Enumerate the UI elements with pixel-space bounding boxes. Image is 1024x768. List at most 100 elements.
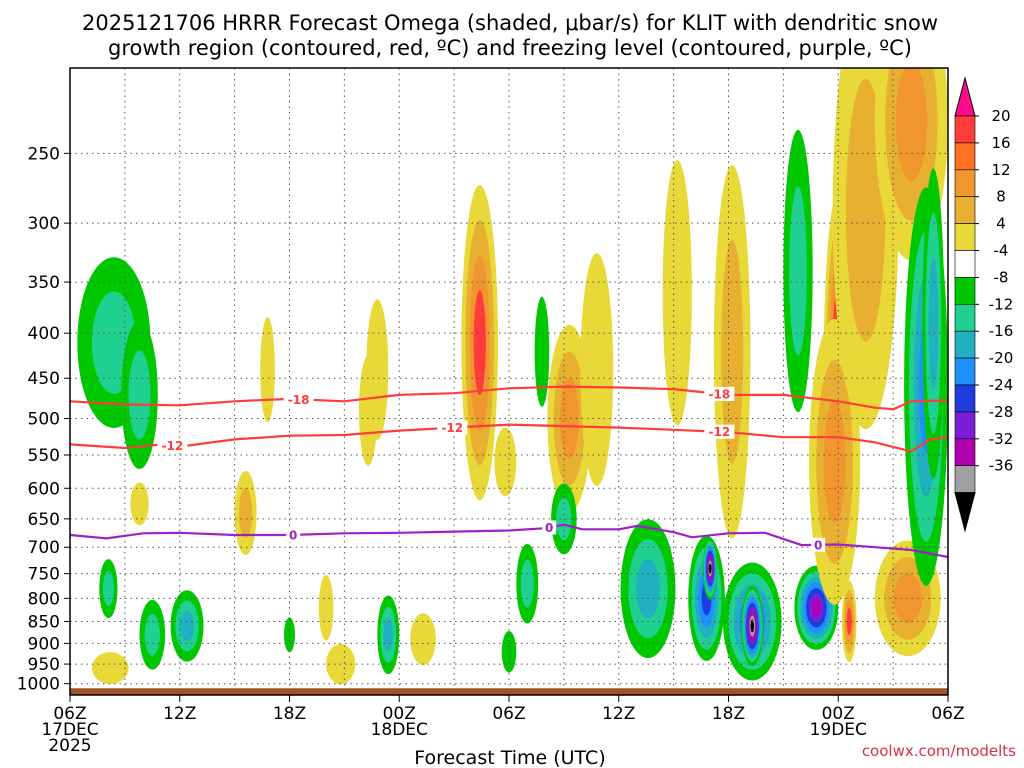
omega-feature bbox=[841, 580, 857, 663]
y-tick-label: 550 bbox=[28, 446, 60, 466]
x-tick-label: 06Z bbox=[53, 704, 86, 724]
colorbar-cell bbox=[954, 223, 976, 251]
y-tick-label: 250 bbox=[28, 144, 60, 164]
omega-band bbox=[128, 350, 151, 440]
omega-band bbox=[580, 253, 614, 487]
contour-label-bg bbox=[437, 420, 468, 435]
colorbar-tip-bottom bbox=[954, 492, 976, 533]
y-tick-label: 400 bbox=[28, 324, 60, 344]
omega-feature bbox=[377, 595, 400, 675]
colorbar-cell bbox=[954, 250, 976, 278]
omega-feature bbox=[794, 565, 839, 650]
x-tick-label: 12Z bbox=[163, 704, 196, 724]
contour-label-bg bbox=[157, 438, 188, 453]
omega-band bbox=[260, 317, 275, 423]
colorbar-label: 8 bbox=[996, 188, 1006, 206]
x-axis-label: Forecast Time (UTC) bbox=[414, 747, 605, 768]
omega-feature bbox=[139, 599, 166, 670]
omega-band bbox=[893, 573, 922, 624]
omega-band bbox=[846, 607, 852, 636]
contour-label-bg bbox=[704, 424, 735, 439]
x-tick-label: 12Z bbox=[602, 704, 635, 724]
omega-band bbox=[130, 482, 149, 526]
y-tick-label: 500 bbox=[28, 410, 60, 430]
x-tick-label: 00Z bbox=[822, 704, 855, 724]
colorbar-cell bbox=[954, 438, 976, 466]
contour-label: -18 bbox=[709, 387, 731, 401]
omega-feature bbox=[130, 482, 149, 526]
omega-band bbox=[750, 619, 755, 633]
y-tick-label: 700 bbox=[28, 538, 60, 558]
colorbar-label: -4 bbox=[994, 242, 1009, 260]
omega-feature bbox=[366, 299, 389, 440]
colorbar-cell bbox=[954, 384, 976, 413]
contour-label: 0 bbox=[289, 528, 297, 542]
omega-band bbox=[318, 575, 334, 641]
contour-label: -18 bbox=[288, 393, 310, 407]
omega-band bbox=[473, 290, 486, 396]
y-tick-label: 750 bbox=[28, 565, 60, 585]
omega-feature bbox=[461, 184, 499, 501]
colorbar-cell bbox=[954, 357, 976, 386]
omega-band bbox=[708, 563, 712, 574]
contour-label-bg bbox=[286, 527, 301, 542]
omega-feature bbox=[410, 613, 436, 665]
colorbar-cell bbox=[954, 142, 976, 171]
colorbar-cell bbox=[954, 277, 976, 305]
colorbar-label: -16 bbox=[989, 322, 1014, 340]
contour-label: 0 bbox=[814, 538, 822, 552]
colorbar-cell bbox=[954, 465, 976, 493]
omega-feature bbox=[702, 537, 718, 600]
omega-feature bbox=[318, 575, 334, 641]
temperature-contours: -18 -18 -12 -12 -12 0 0 0 bbox=[70, 385, 948, 559]
x-tick-label: 18Z bbox=[712, 704, 745, 724]
colorbar-cell bbox=[954, 115, 976, 144]
colorbar-cell bbox=[954, 330, 976, 359]
omega-band bbox=[895, 68, 928, 181]
colorbar-label: -12 bbox=[989, 295, 1014, 313]
omega-feature bbox=[551, 483, 577, 555]
omega-band bbox=[91, 652, 129, 685]
credit-text[interactable]: coolwx.com/modelts bbox=[862, 742, 1016, 760]
contour-line bbox=[70, 423, 948, 453]
y-tick-label: 350 bbox=[28, 273, 60, 293]
chart-title-line1: 2025121706 HRRR Forecast Omega (shaded, … bbox=[82, 11, 938, 35]
omega-band bbox=[662, 160, 692, 426]
omega-band bbox=[410, 613, 436, 665]
omega-feature bbox=[234, 470, 257, 555]
contour-label-bg bbox=[283, 392, 314, 407]
omega-feature bbox=[808, 318, 861, 605]
colorbar-label: 4 bbox=[996, 215, 1006, 233]
y-axis: 2503003504004505005506006507007508008509… bbox=[17, 144, 70, 695]
omega-band bbox=[494, 427, 517, 497]
x-tick-label: 00Z bbox=[383, 704, 416, 724]
omega-band bbox=[823, 400, 846, 524]
colorbar-label: -8 bbox=[994, 268, 1009, 286]
x-tick-label: 06Z bbox=[492, 704, 525, 724]
omega-feature bbox=[121, 320, 158, 470]
omega-band bbox=[180, 610, 195, 642]
y-tick-label: 450 bbox=[28, 369, 60, 389]
omega-feature bbox=[516, 543, 539, 624]
omega-band bbox=[636, 558, 660, 619]
colorbar-label: -24 bbox=[989, 376, 1014, 394]
contour-label: -12 bbox=[709, 425, 731, 439]
omega-feature bbox=[580, 253, 614, 487]
omega-feature bbox=[783, 129, 813, 413]
contour-label: 0 bbox=[545, 521, 553, 535]
omega-band bbox=[366, 299, 389, 440]
omega-feature bbox=[260, 317, 275, 423]
omega-band bbox=[811, 599, 821, 617]
omega-band bbox=[102, 570, 114, 607]
omega-feature bbox=[741, 585, 764, 667]
colorbar-label: -20 bbox=[989, 349, 1014, 367]
y-tick-label: 300 bbox=[28, 214, 60, 234]
y-tick-label: 1000 bbox=[17, 675, 60, 695]
omega-band bbox=[239, 487, 253, 539]
omega-band bbox=[928, 257, 939, 390]
omega-feature bbox=[547, 324, 592, 513]
colorbar-cell bbox=[954, 169, 976, 198]
x-tick-year-label: 2025 bbox=[48, 736, 91, 756]
